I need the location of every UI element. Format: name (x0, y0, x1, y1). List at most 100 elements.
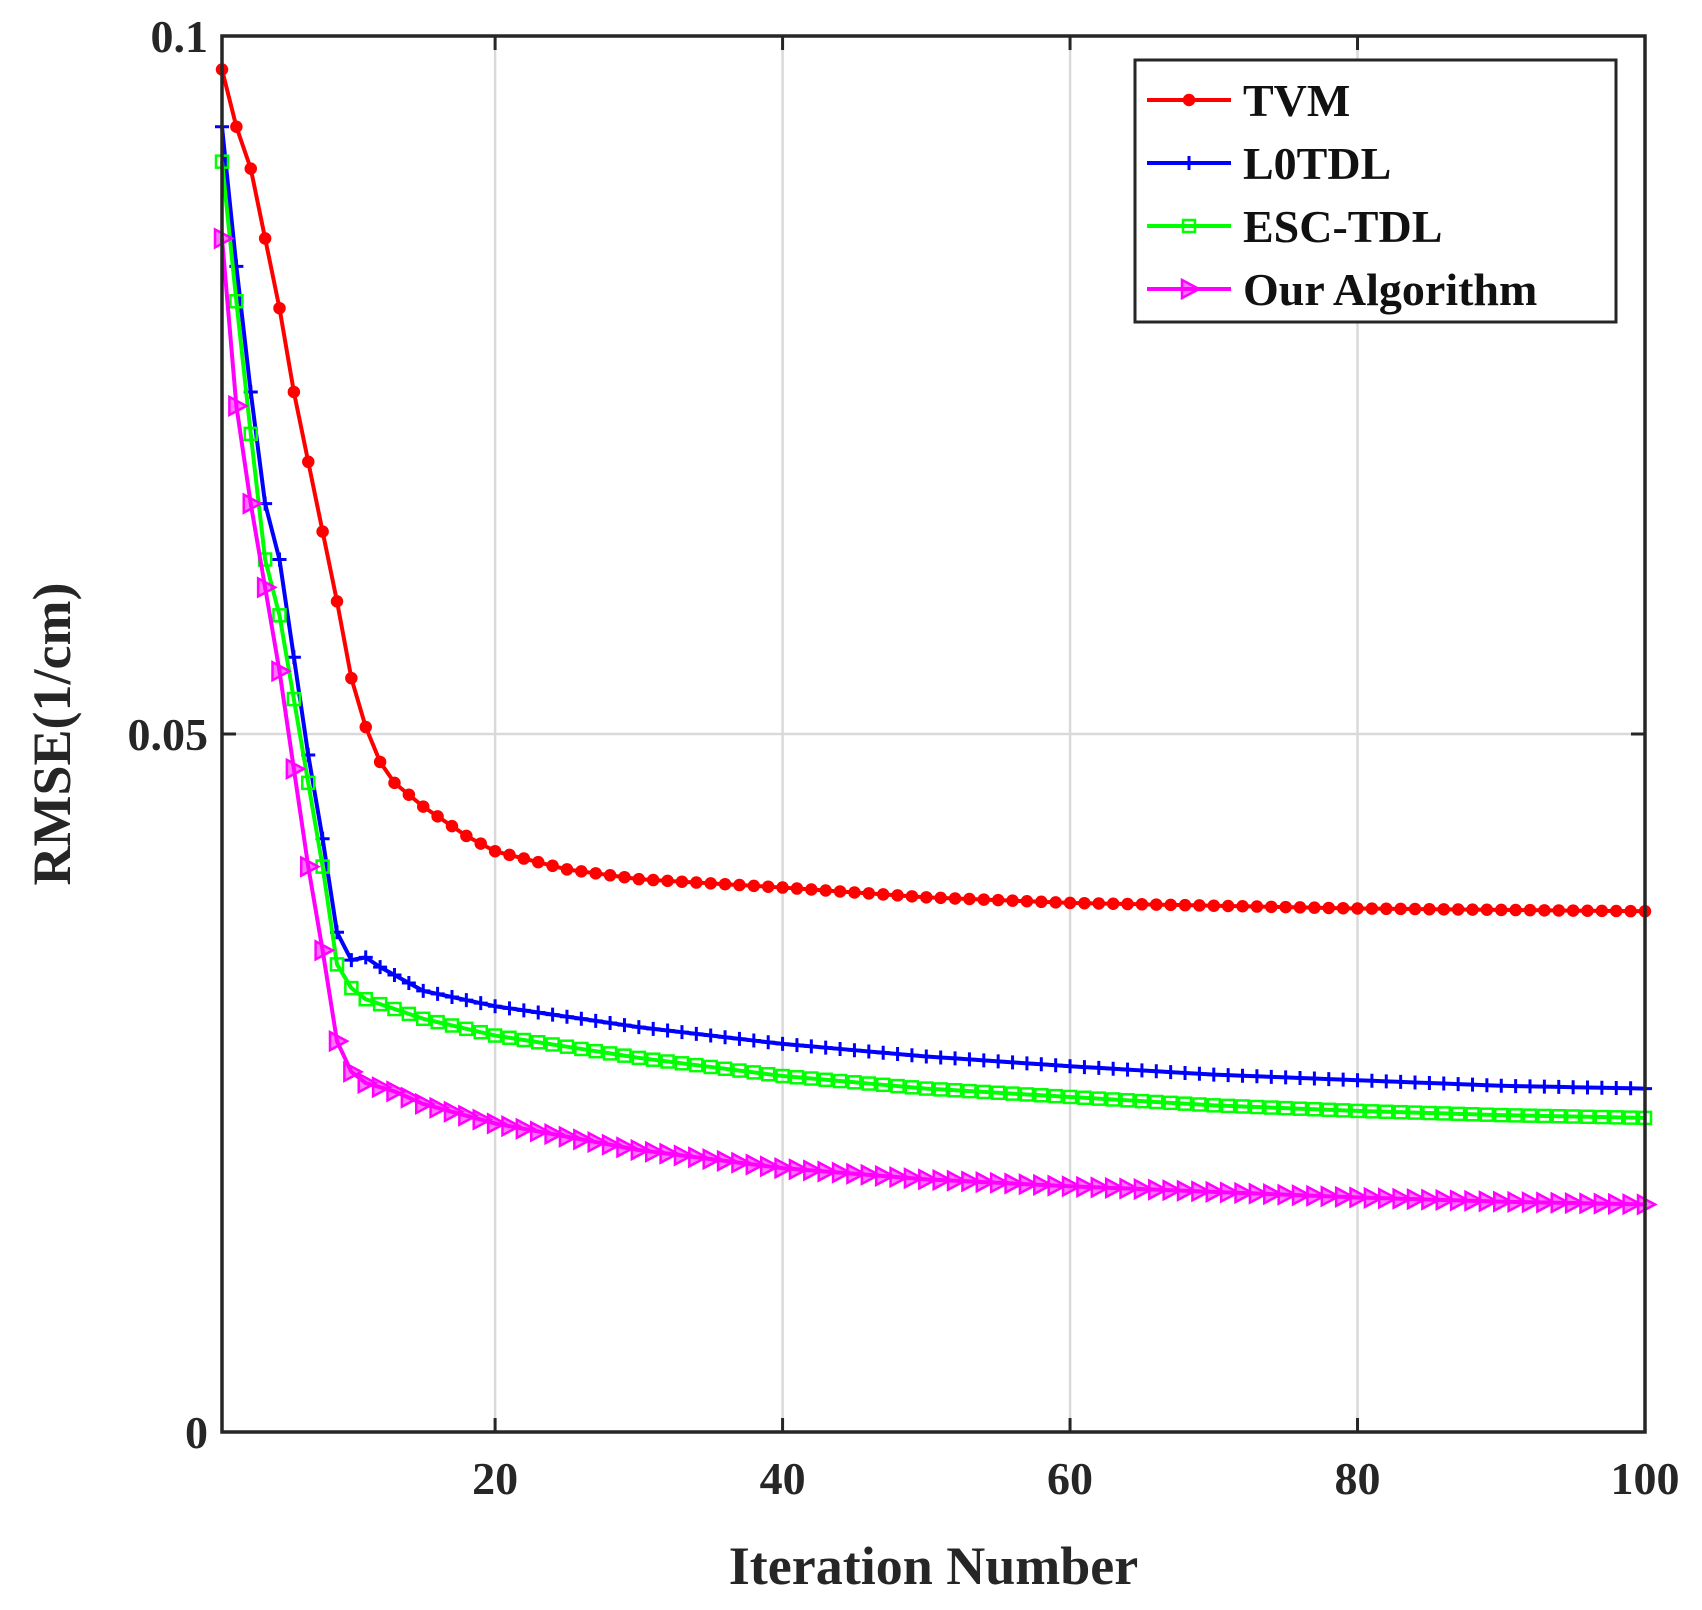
data-point-l0tdl (718, 1030, 733, 1045)
data-point-esc-tdl (631, 1050, 647, 1066)
data-point-l0tdl (387, 968, 402, 983)
data-point-esc-tdl (372, 996, 388, 1012)
data-point-our-algorithm (429, 1096, 451, 1119)
data-point-esc-tdl (1264, 1100, 1279, 1115)
data-point-our-algorithm (314, 939, 336, 962)
data-point-l0tdl (1436, 1076, 1451, 1091)
data-point-esc-tdl (1407, 1105, 1423, 1120)
data-point-our-algorithm (831, 1161, 853, 1184)
data-point-tvm (575, 865, 588, 878)
data-point-our-algorithm (285, 757, 307, 780)
legend-label-esc-tdl: ESC-TDL (1243, 201, 1442, 252)
x-tick-label: 40 (760, 1453, 806, 1504)
data-point-l0tdl (1623, 1081, 1638, 1096)
data-point-l0tdl (516, 1003, 531, 1018)
data-point-l0tdl (401, 975, 416, 990)
data-point-our-algorithm (1205, 1180, 1227, 1203)
data-point-l0tdl (1494, 1078, 1509, 1093)
data-point-tvm (1408, 902, 1422, 916)
data-point-esc-tdl (1105, 1092, 1121, 1107)
data-point-our-algorithm (630, 1138, 652, 1162)
data-point-esc-tdl (415, 1011, 431, 1027)
data-point-our-algorithm (616, 1136, 638, 1159)
data-point-l0tdl (1422, 1076, 1437, 1090)
data-point-l0tdl (416, 983, 431, 998)
data-point-l0tdl (1134, 1063, 1149, 1078)
data-point-esc-tdl (919, 1081, 934, 1096)
data-point-l0tdl (502, 1001, 517, 1016)
data-point-tvm (963, 892, 976, 906)
data-point-tvm (1135, 898, 1149, 911)
y-tick-label: 0.05 (128, 709, 209, 760)
data-point-tvm (704, 877, 717, 890)
data-point-esc-tdl (559, 1039, 575, 1054)
data-point-our-algorithm (688, 1146, 710, 1169)
data-point-our-algorithm (932, 1168, 954, 1192)
data-point-esc-tdl (1508, 1108, 1523, 1123)
data-point-our-algorithm (731, 1151, 753, 1174)
data-point-esc-tdl (1077, 1090, 1092, 1106)
data-point-tvm (761, 880, 775, 893)
y-axis-title: RMSE(1/cm) (22, 583, 82, 886)
data-point-l0tdl (1566, 1080, 1581, 1095)
data-point-esc-tdl (775, 1068, 790, 1084)
data-point-esc-tdl (1350, 1103, 1365, 1119)
data-point-l0tdl (373, 960, 388, 975)
data-point-tvm (1207, 899, 1221, 912)
data-point-tvm (1236, 900, 1249, 913)
data-point-l0tdl (1192, 1066, 1207, 1081)
data-point-esc-tdl (286, 691, 302, 707)
data-point-tvm (790, 882, 804, 895)
data-point-esc-tdl (1249, 1099, 1265, 1115)
data-point-our-algorithm (443, 1100, 465, 1123)
data-point-our-algorithm (889, 1166, 911, 1189)
data-point-tvm (1178, 898, 1192, 912)
data-point-esc-tdl (1609, 1110, 1624, 1125)
data-point-tvm (546, 859, 559, 873)
data-point-esc-tdl (1192, 1097, 1207, 1112)
data-point-tvm (287, 385, 301, 399)
data-point-l0tdl (286, 650, 301, 665)
ticks: 20 40 60 80 100 0 0.05 0.1 (128, 11, 1680, 1504)
data-point-tvm (1193, 899, 1206, 912)
data-point-esc-tdl (1292, 1101, 1308, 1116)
data-point-l0tdl (588, 1013, 603, 1028)
data-point-esc-tdl (574, 1041, 589, 1057)
data-point-our-algorithm (659, 1142, 681, 1165)
data-point-l0tdl (545, 1007, 560, 1022)
data-point-esc-tdl (1034, 1088, 1049, 1103)
data-point-our-algorithm (343, 1060, 365, 1083)
data-point-l0tdl (804, 1039, 819, 1054)
data-point-esc-tdl (645, 1052, 661, 1067)
data-point-tvm (1581, 904, 1594, 917)
data-point-esc-tdl (502, 1030, 517, 1046)
x-tick-label: 100 (1611, 1453, 1680, 1504)
data-point-tvm (1538, 904, 1551, 917)
data-point-esc-tdl (1565, 1109, 1581, 1124)
legend-marker-our-algorithm (1180, 277, 1202, 301)
data-point-our-algorithm (1579, 1192, 1601, 1215)
data-point-l0tdl (1149, 1064, 1164, 1079)
data-point-l0tdl (1106, 1061, 1121, 1076)
legend-label-l0tdl: L0TDL (1243, 138, 1391, 189)
data-point-our-algorithm (644, 1140, 666, 1163)
data-point-our-algorithm (903, 1167, 925, 1190)
data-point-our-algorithm (400, 1086, 422, 1109)
data-point-our-algorithm (1320, 1185, 1342, 1208)
data-point-esc-tdl (401, 1006, 417, 1022)
data-point-l0tdl (617, 1018, 632, 1033)
legend: TVM L0TDL ESC-TDL Our Algorithm (1133, 58, 1618, 324)
data-point-l0tdl (473, 996, 488, 1011)
data-point-esc-tdl (1091, 1091, 1107, 1106)
data-point-tvm (531, 855, 545, 869)
data-point-tvm (1049, 896, 1062, 909)
data-point-tvm (388, 776, 401, 790)
data-point-our-algorithm (1191, 1180, 1213, 1203)
data-point-tvm (819, 884, 832, 897)
data-point-l0tdl (991, 1054, 1006, 1069)
data-point-our-algorithm (1047, 1174, 1069, 1197)
data-point-l0tdl (1379, 1074, 1394, 1089)
data-point-tvm (1035, 895, 1048, 909)
data-point-l0tdl (1178, 1065, 1193, 1080)
